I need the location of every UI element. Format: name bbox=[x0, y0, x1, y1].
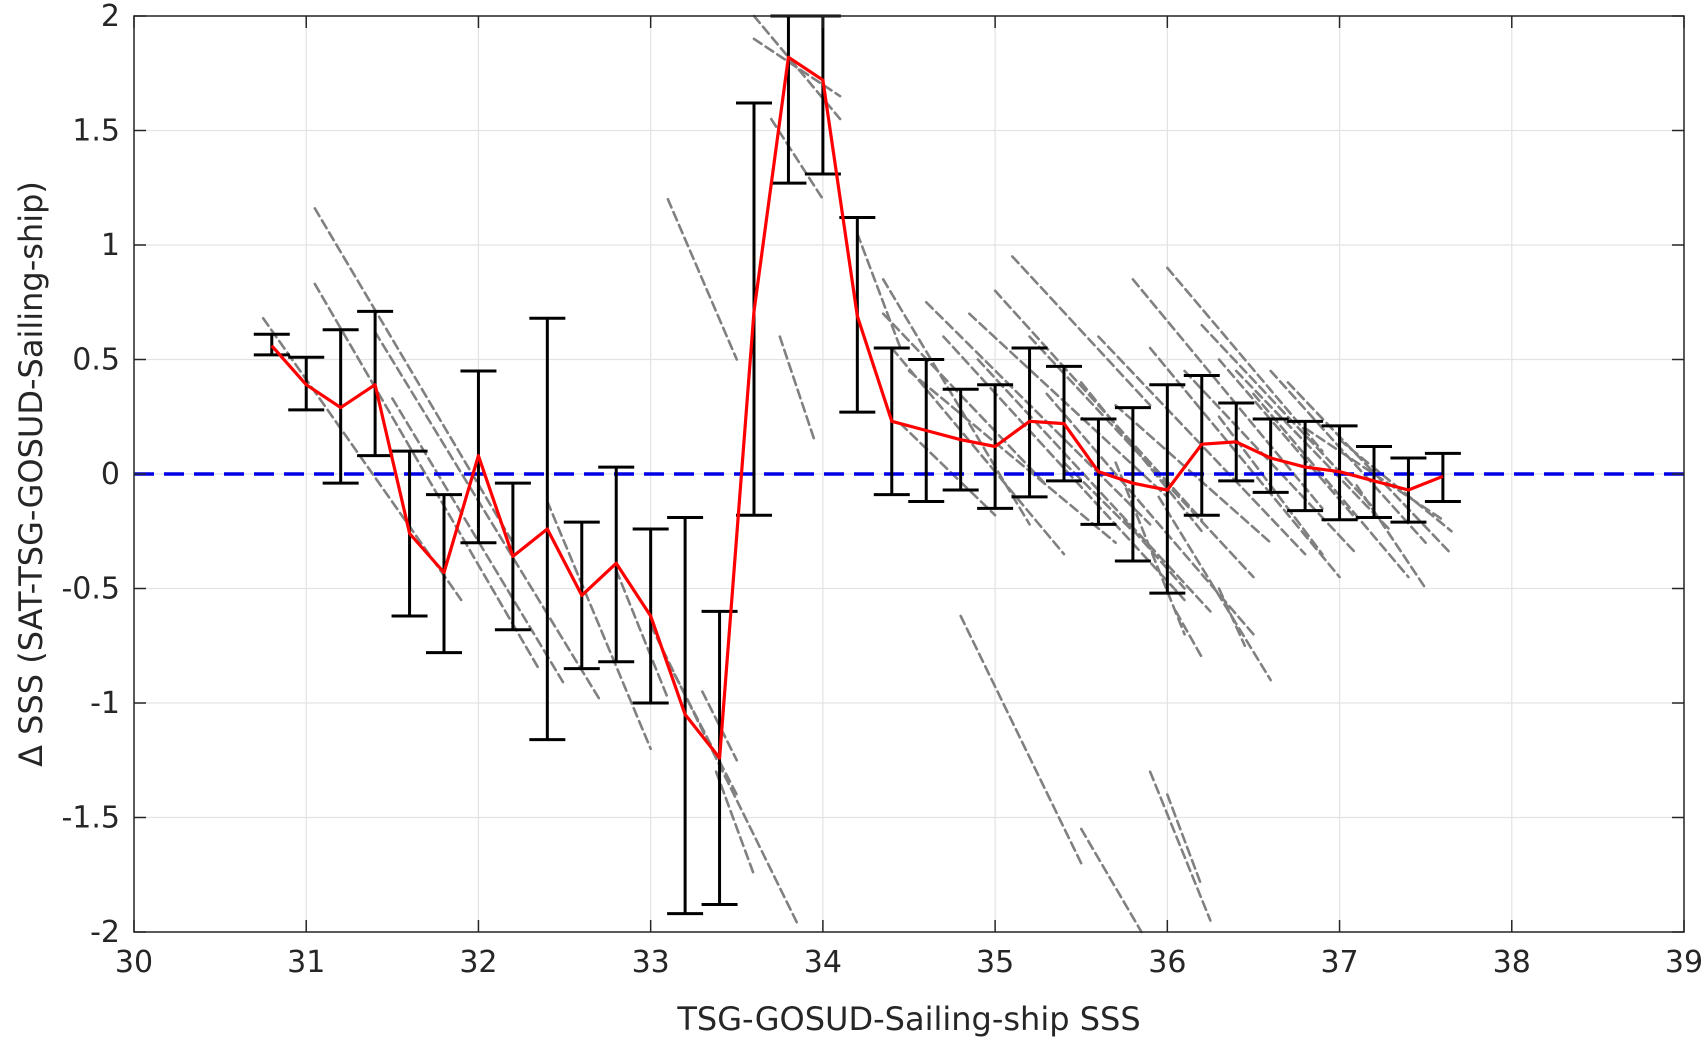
scatter-streak bbox=[1200, 323, 1376, 510]
scatter-streak bbox=[959, 614, 1083, 865]
scatter-streak bbox=[614, 568, 670, 700]
scatter-streak bbox=[666, 197, 739, 361]
scatter-streak bbox=[1148, 346, 1341, 579]
scatter-streak bbox=[1011, 255, 1152, 407]
grid bbox=[133, 15, 1685, 933]
y-tick-label: -1 bbox=[90, 686, 120, 721]
x-tick-label: 39 bbox=[1665, 945, 1703, 980]
scatter-streak bbox=[778, 335, 816, 441]
x-tick-labels: 30 31 32 33 34 35 36 37 38 39 bbox=[115, 945, 1703, 980]
scatter-streak bbox=[1234, 369, 1393, 533]
scatter-streak bbox=[1355, 484, 1427, 590]
y-tick-label: -0.5 bbox=[61, 572, 120, 607]
scatter-streak bbox=[1174, 610, 1204, 659]
error-bars bbox=[253, 14, 1461, 916]
error-bar bbox=[804, 14, 841, 176]
mean-polyline bbox=[270, 55, 1444, 760]
scatter-streak bbox=[1131, 278, 1324, 510]
x-tick-label: 33 bbox=[632, 945, 670, 980]
scatter-streak bbox=[1148, 770, 1212, 922]
error-bar bbox=[1252, 417, 1289, 494]
y-tick-label: -2 bbox=[90, 915, 120, 950]
scatter-streak bbox=[1166, 793, 1204, 888]
x-tick-label: 35 bbox=[976, 945, 1014, 980]
scatter-streak bbox=[373, 330, 601, 700]
mean-line bbox=[270, 55, 1444, 760]
x-tick-label: 32 bbox=[459, 945, 497, 980]
scatter-streak bbox=[1079, 381, 1204, 533]
y-tick-label: 1 bbox=[101, 228, 120, 263]
x-tick-label: 37 bbox=[1320, 945, 1358, 980]
x-tick-label: 31 bbox=[287, 945, 325, 980]
scatter-streak bbox=[899, 422, 997, 517]
scatter-streak bbox=[924, 300, 1152, 526]
x-axis-label: TSG-GOSUD-Sailing-ship SSS bbox=[676, 1000, 1140, 1038]
scatter-streak bbox=[1252, 392, 1410, 579]
scatter-streak bbox=[856, 232, 902, 350]
scatter-streak bbox=[313, 207, 515, 545]
scatter-streak bbox=[890, 346, 1066, 556]
x-tick-label: 30 bbox=[115, 945, 153, 980]
scatter-streak bbox=[1286, 381, 1453, 556]
scatter-streak bbox=[714, 770, 756, 877]
y-tick-labels: -2 -1.5 -1 -0.5 0 0.5 1 1.5 2 bbox=[61, 0, 120, 950]
scatter-streak bbox=[1028, 335, 1255, 579]
scatter-streak bbox=[701, 690, 739, 762]
scatter-streak bbox=[881, 312, 1049, 487]
scatter-streak bbox=[942, 335, 1186, 602]
scatter-streak bbox=[907, 369, 1117, 545]
y-tick-label: 2 bbox=[101, 0, 120, 34]
axes bbox=[133, 15, 1685, 933]
scatter-streak bbox=[313, 282, 541, 670]
scatter-streak bbox=[752, 37, 842, 98]
scatter-streak bbox=[1114, 461, 1186, 636]
x-tick-label: 36 bbox=[1148, 945, 1186, 980]
y-tick-label: 1.5 bbox=[72, 114, 120, 149]
scatter-streak bbox=[1045, 392, 1255, 636]
scatter-streak bbox=[666, 660, 739, 796]
scatter-streak bbox=[1157, 495, 1272, 682]
error-bar bbox=[253, 332, 290, 357]
scatter-streak bbox=[1217, 587, 1247, 648]
x-tick-label: 34 bbox=[804, 945, 842, 980]
scatter-streak bbox=[546, 500, 652, 751]
scatter-streak bbox=[967, 312, 1169, 499]
scatter-streak bbox=[1079, 827, 1143, 934]
y-axis-label: Δ SSS (SAT-TSG-GOSUD-Sailing-ship) bbox=[12, 181, 50, 767]
y-tick-label: 0.5 bbox=[72, 343, 120, 378]
scatter-streak bbox=[1217, 358, 1359, 522]
y-tick-label: -1.5 bbox=[61, 801, 120, 836]
x-tick-label: 38 bbox=[1493, 945, 1531, 980]
y-tick-label: 0 bbox=[101, 457, 120, 492]
scatter-streak bbox=[976, 358, 1212, 613]
